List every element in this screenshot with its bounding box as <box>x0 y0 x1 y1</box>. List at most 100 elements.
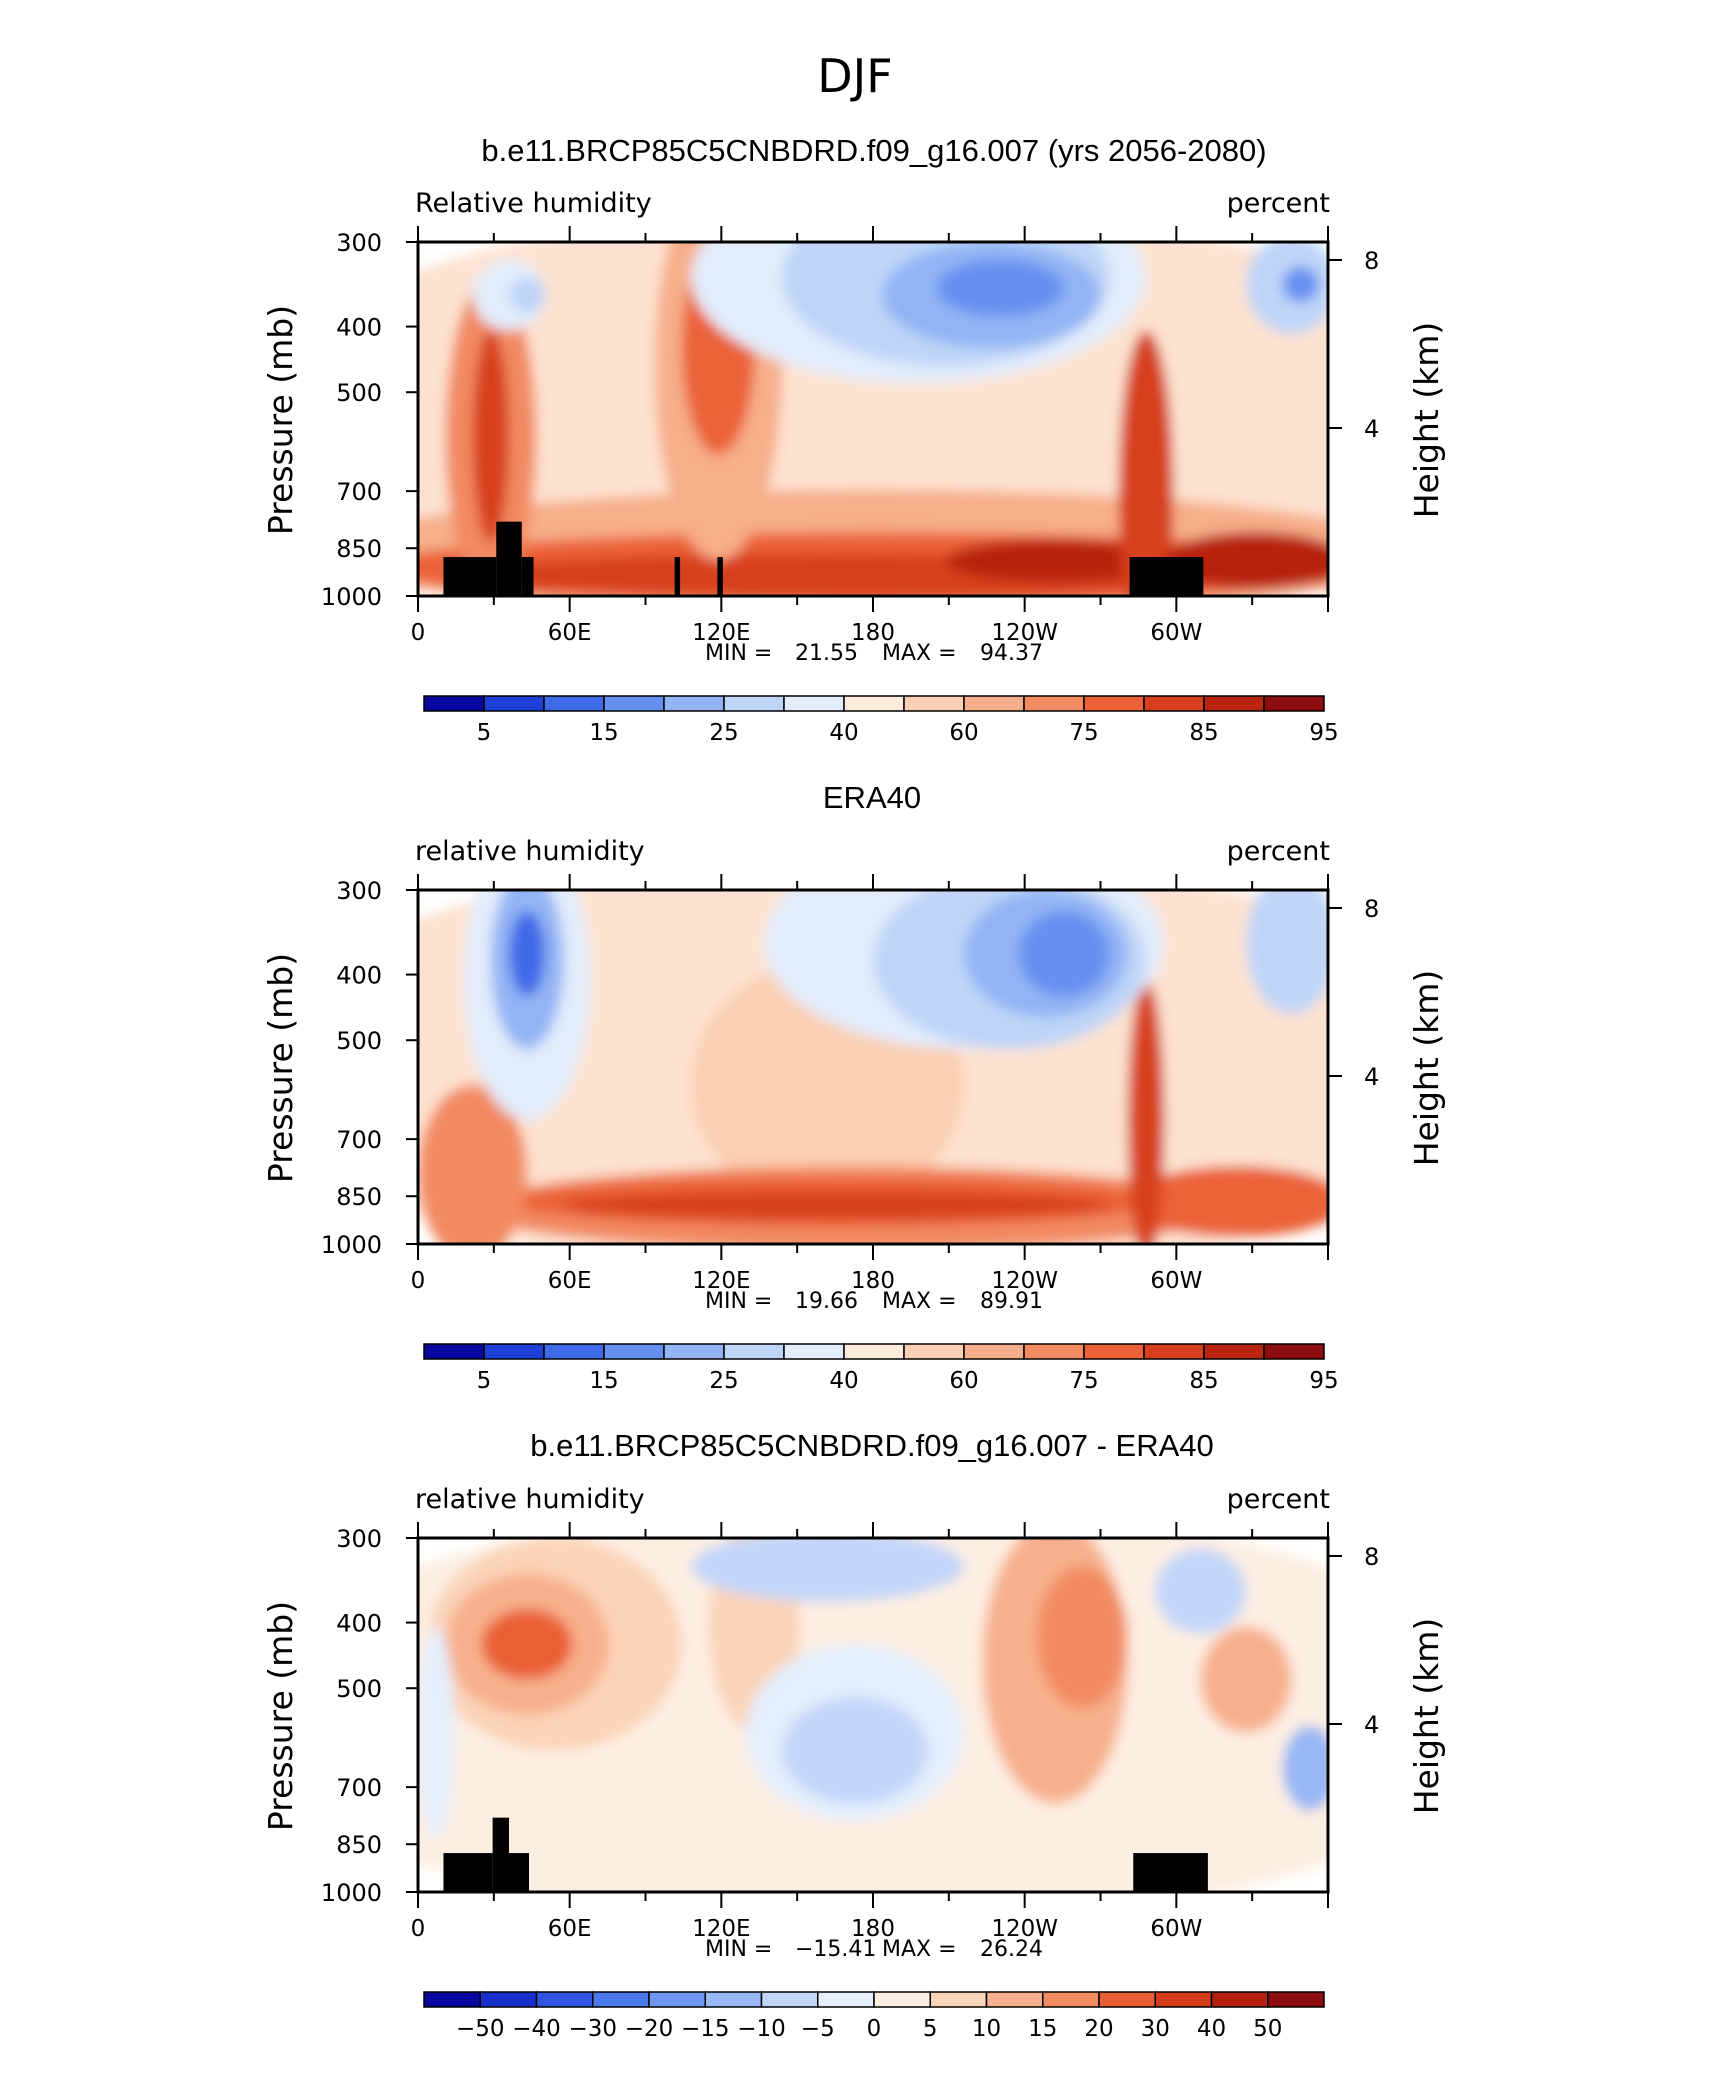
y-tick-label: 400 <box>336 1610 382 1638</box>
axis-ticks <box>406 1522 1342 1908</box>
y-tick-labels-right: 84 <box>1364 895 1379 1091</box>
colorbar-labels: 5 15 25 40 60 75 85 95 <box>477 720 1339 746</box>
terrain-block <box>1129 557 1204 596</box>
colorbar-label: 5 <box>923 2016 938 2042</box>
y-tick-labels: 300 400 500 700 850 1000 <box>321 229 382 611</box>
colorbar-swatch <box>663 1343 725 1360</box>
y-tick-labels-right: 84 <box>1364 247 1379 443</box>
colorbar-swatch <box>704 1991 763 2008</box>
y-tick-label-right: 8 <box>1364 895 1379 923</box>
colorbar <box>423 695 1325 712</box>
x-tick-label: 120W <box>991 620 1058 646</box>
colorbar-swatch <box>1083 1343 1145 1360</box>
contour-field <box>418 890 1328 1244</box>
colorbar-swatch <box>903 695 965 712</box>
y-axis-label-right: Height (km) <box>1407 970 1446 1167</box>
colorbar-labels: −50 −40 −30 −20 −15 −10 −5 0 5 10 15 20 30 40 50 <box>456 2016 1282 2042</box>
colorbar-swatch <box>929 1991 988 2008</box>
terrain-mask <box>443 1817 1208 1892</box>
y-tick-label: 850 <box>336 1831 382 1859</box>
colorbar-swatch <box>423 1991 481 2008</box>
colorbar-labels: 5 15 25 40 60 75 85 95 <box>477 1368 1339 1394</box>
colorbar-label: −50 <box>456 2016 505 2042</box>
colorbar-swatch <box>760 1991 819 2008</box>
colorbar-swatch <box>963 1343 1025 1360</box>
x-tick-label: 0 <box>411 1268 426 1294</box>
colorbar-label: 25 <box>709 1368 738 1394</box>
colorbar-label: −30 <box>568 2016 617 2042</box>
colorbar-swatch <box>1210 1991 1269 2008</box>
colorbar-swatch <box>543 1343 605 1360</box>
colorbar-swatch <box>603 1343 665 1360</box>
colorbar-label: 85 <box>1189 720 1218 746</box>
y-tick-label-right: 8 <box>1364 1543 1379 1571</box>
panel-model: b.e11.BRCP85C5CNBDRD.f09_g16.007 (yrs 20… <box>261 133 1446 746</box>
x-tick-label: 180 <box>851 620 895 646</box>
max-value: 89.91 <box>980 1289 1043 1314</box>
colorbar <box>423 1343 1325 1360</box>
x-tick-label: 60W <box>1150 1268 1202 1294</box>
right-string: percent <box>1227 836 1330 867</box>
y-tick-label: 500 <box>336 379 382 407</box>
y-tick-label-right: 8 <box>1364 247 1379 275</box>
x-tick-label: 120E <box>692 1268 750 1294</box>
y-tick-labels: 300 400 500 700 850 1000 <box>321 877 382 1259</box>
colorbar-label: −20 <box>625 2016 674 2042</box>
axis-ticks <box>406 874 1342 1260</box>
terrain-block <box>443 557 497 596</box>
colorbar <box>423 1991 1325 2008</box>
x-tick-label: 120E <box>692 1916 750 1942</box>
terrain-block <box>496 521 522 596</box>
y-tick-label: 500 <box>336 1675 382 1703</box>
colorbar-swatch <box>543 695 605 712</box>
y-tick-label: 700 <box>336 1774 382 1802</box>
colorbar-label: 40 <box>829 720 858 746</box>
left-string: Relative humidity <box>415 188 652 219</box>
y-tick-label-right: 4 <box>1364 1711 1379 1739</box>
x-tick-labels: 0 60E 120E 180 120W 60W <box>411 1916 1203 1942</box>
y-tick-label: 300 <box>336 877 382 905</box>
colorbar-label: 60 <box>949 1368 978 1394</box>
page-title: DJF <box>817 49 892 103</box>
colorbar-swatch <box>817 1991 875 2008</box>
x-tick-labels: 0 60E 120E 180 120W 60W <box>411 1268 1203 1294</box>
colorbar-label: 15 <box>589 720 618 746</box>
colorbar-swatch <box>1267 1991 1325 2008</box>
colorbar-swatch <box>1023 695 1085 712</box>
terrain-block <box>492 1817 509 1892</box>
x-tick-label: 60W <box>1150 1916 1202 1942</box>
panel-title: ERA40 <box>823 780 921 815</box>
colorbar-swatch <box>1023 1343 1085 1360</box>
colorbar-swatch <box>1042 1991 1100 2008</box>
colorbar-label: 15 <box>589 1368 618 1394</box>
colorbar-swatch <box>783 1343 845 1360</box>
colorbar-swatch <box>1203 695 1265 712</box>
colorbar-swatch <box>723 695 785 712</box>
x-tick-label: 60W <box>1150 620 1202 646</box>
min-label: MIN = <box>705 641 772 666</box>
y-tick-label: 1000 <box>321 583 382 611</box>
panel-era40: ERA40 relative humidity percent Pressure… <box>261 780 1446 1394</box>
colorbar-swatch <box>873 1991 931 2008</box>
colorbar-label: 20 <box>1084 2016 1113 2042</box>
colorbar-swatch <box>985 1991 1044 2008</box>
colorbar-label: 85 <box>1189 1368 1218 1394</box>
contour-field <box>418 1538 1328 1892</box>
right-string: percent <box>1227 188 1330 219</box>
max-value: 26.24 <box>980 1937 1043 1962</box>
left-string: relative humidity <box>415 836 645 867</box>
colorbar-swatch <box>479 1991 538 2008</box>
x-tick-label: 180 <box>851 1916 895 1942</box>
axis-ticks <box>406 226 1342 612</box>
y-tick-label: 300 <box>336 229 382 257</box>
colorbar-swatch <box>648 1991 706 2008</box>
max-label: MAX = <box>882 641 957 666</box>
y-axis-label-right: Height (km) <box>1407 1618 1446 1815</box>
colorbar-label: 25 <box>709 720 738 746</box>
colorbar-label: −10 <box>737 2016 786 2042</box>
colorbar-swatch <box>423 695 485 712</box>
y-tick-label: 700 <box>336 478 382 506</box>
colorbar-swatch <box>1263 695 1325 712</box>
x-tick-label: 60E <box>548 1916 592 1942</box>
